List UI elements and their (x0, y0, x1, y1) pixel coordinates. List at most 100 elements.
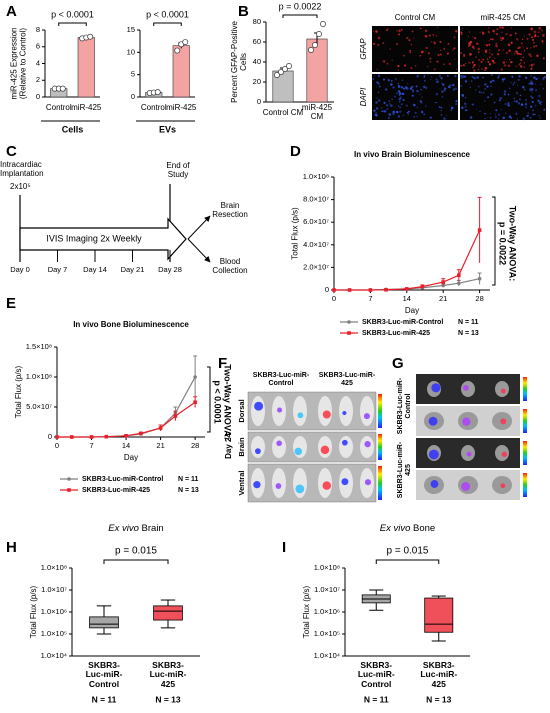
micrograph-spot (480, 68, 483, 70)
micrograph-spot (442, 63, 445, 66)
micrograph-spot (381, 110, 384, 113)
outcome-label: Brain Resection (212, 201, 248, 219)
micrograph-spot (431, 41, 433, 43)
micrograph-spot (477, 47, 481, 51)
signal (254, 401, 264, 411)
micrograph-spot (516, 118, 519, 120)
micrograph-spot (530, 75, 533, 77)
legend-marker (67, 488, 71, 492)
micrograph-spot (424, 35, 428, 38)
micrograph-spot (388, 113, 391, 116)
marker (405, 287, 409, 291)
color-scale (523, 377, 527, 401)
timeline-arrow (19, 217, 187, 261)
micrograph-spot (405, 104, 408, 107)
image-row-label-frame: SKBR3-Luc-miR-425 (397, 442, 412, 498)
micrograph-spot (454, 74, 457, 78)
micrograph-spot (439, 40, 442, 43)
micrograph-spot (502, 116, 506, 120)
micrograph-spot (472, 66, 475, 69)
micrograph-spot (538, 77, 540, 79)
micrograph-spot (510, 27, 512, 29)
signal (295, 484, 305, 494)
box (153, 605, 183, 621)
micrograph-spot (477, 68, 480, 71)
micrograph-spot (404, 86, 408, 89)
micrograph-spot (424, 29, 428, 32)
day-label: Day 7 (48, 265, 68, 274)
x-tick-label: 28 (475, 294, 483, 303)
micrograph-spot (414, 65, 417, 67)
legend-label: SKBR3-Luc-miR-425 (82, 487, 150, 494)
micrograph-spot (377, 43, 380, 47)
micrograph-spot (412, 91, 415, 93)
day-label: Day 21 (121, 265, 145, 274)
micrograph-spot (440, 114, 443, 116)
micrograph-spot (495, 109, 498, 112)
micrograph-spot (402, 87, 406, 90)
micrograph-spot (528, 33, 531, 36)
signal (322, 481, 332, 490)
micrograph-spot (493, 80, 496, 82)
data-point (308, 47, 314, 53)
n-label: N = 13 (155, 694, 181, 704)
micrograph-spot (542, 87, 545, 90)
micrograph-spot (389, 103, 391, 105)
micrograph-spot (423, 79, 426, 82)
y-tick-label: 1.0×10⁸ (303, 172, 329, 181)
micrograph-spot (397, 64, 400, 68)
micrograph-spot (435, 78, 438, 81)
micrograph-spot (386, 62, 389, 65)
micrograph-spot (373, 109, 376, 112)
micrograph-spot (524, 98, 528, 102)
micrograph-spot (500, 109, 502, 111)
outcome-label-frame: Brain Resection (212, 201, 248, 219)
x-tick-label-frame: SKBR3-Luc-miR-Control (358, 660, 395, 688)
micrograph-spot (410, 43, 413, 46)
marker (384, 287, 388, 292)
micrograph-spot (537, 31, 540, 34)
y-tick-label: 20 (253, 77, 261, 86)
marker (173, 414, 178, 418)
signal (342, 410, 347, 416)
micrograph-spot (531, 36, 534, 39)
micrograph-spot (448, 62, 451, 66)
micrograph-spot (461, 94, 465, 97)
micrograph-spot (383, 110, 386, 113)
micrograph-spot (519, 98, 521, 101)
micrograph-spot (402, 54, 405, 57)
micrograph-spot (510, 81, 512, 84)
x-tick-label: SKBR3-Luc-miR-425 (420, 659, 458, 689)
micrograph-spot (440, 49, 442, 51)
title-text: Bone (413, 523, 435, 534)
micrograph-spot (512, 83, 515, 86)
signal (431, 383, 441, 393)
micrograph-spot (464, 105, 467, 108)
micrograph-spot (499, 74, 501, 76)
micrograph-spot (515, 112, 518, 115)
micrograph-spot (500, 39, 503, 41)
micrograph-spot (419, 100, 422, 103)
x-tick-label-frame: miR-425 (166, 103, 196, 112)
marker (332, 288, 336, 292)
legend-n: N = 13 (458, 330, 479, 337)
image-row-label: Dorsal (237, 399, 246, 422)
micrograph-spot (476, 76, 479, 79)
micrograph-spot (397, 90, 401, 93)
micrograph-spot (386, 108, 389, 110)
micrograph-spot (498, 49, 500, 52)
micrograph-spot (447, 42, 450, 45)
micrograph-spot (464, 109, 467, 112)
significance-bracket (103, 559, 169, 564)
x-tick-label-frame: Control (46, 103, 72, 112)
micrograph-spot (461, 27, 463, 30)
signal (428, 449, 439, 460)
box (424, 597, 454, 633)
y-tick-label: 1.0×10⁸ (41, 563, 67, 572)
panel-letter: A (6, 3, 17, 20)
p-value: p < 0.0001 (51, 9, 94, 19)
micrograph-spot (505, 33, 508, 36)
micrograph-spot (495, 44, 498, 48)
y-tick-label: 6 (36, 42, 40, 51)
micrograph-spot (477, 85, 480, 88)
